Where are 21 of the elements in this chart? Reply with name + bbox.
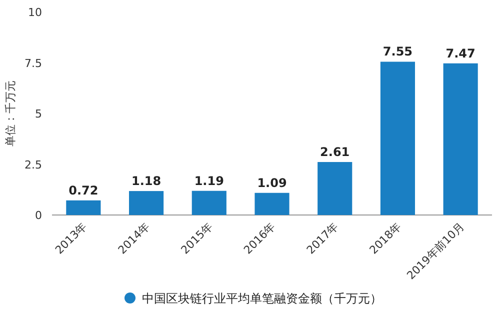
data-label: 1.19 [194, 174, 224, 188]
y-tick-label: 0 [35, 209, 42, 222]
y-tick-label: 5 [35, 108, 42, 120]
bar [254, 192, 290, 215]
y-tick-label: 7.5 [24, 56, 42, 70]
data-label: 1.18 [131, 174, 162, 188]
data-label: 1.09 [257, 176, 287, 190]
y-tick-label: 10 [28, 6, 42, 19]
legend-label: 中国区块链行业平均单笔融资金额（千万元） [142, 292, 382, 306]
data-label: 7.47 [446, 46, 476, 60]
bar [318, 162, 352, 215]
data-label: 0.72 [68, 183, 98, 198]
y-tick-label: 2.5 [24, 158, 42, 172]
bar [66, 200, 101, 215]
bar [129, 191, 164, 215]
bar [192, 190, 226, 215]
y-axis-title: 单位：千万元 [4, 80, 17, 146]
data-label: 2.61 [320, 145, 350, 160]
bar [380, 62, 415, 215]
bar [443, 63, 478, 215]
data-label: 7.55 [382, 44, 413, 59]
